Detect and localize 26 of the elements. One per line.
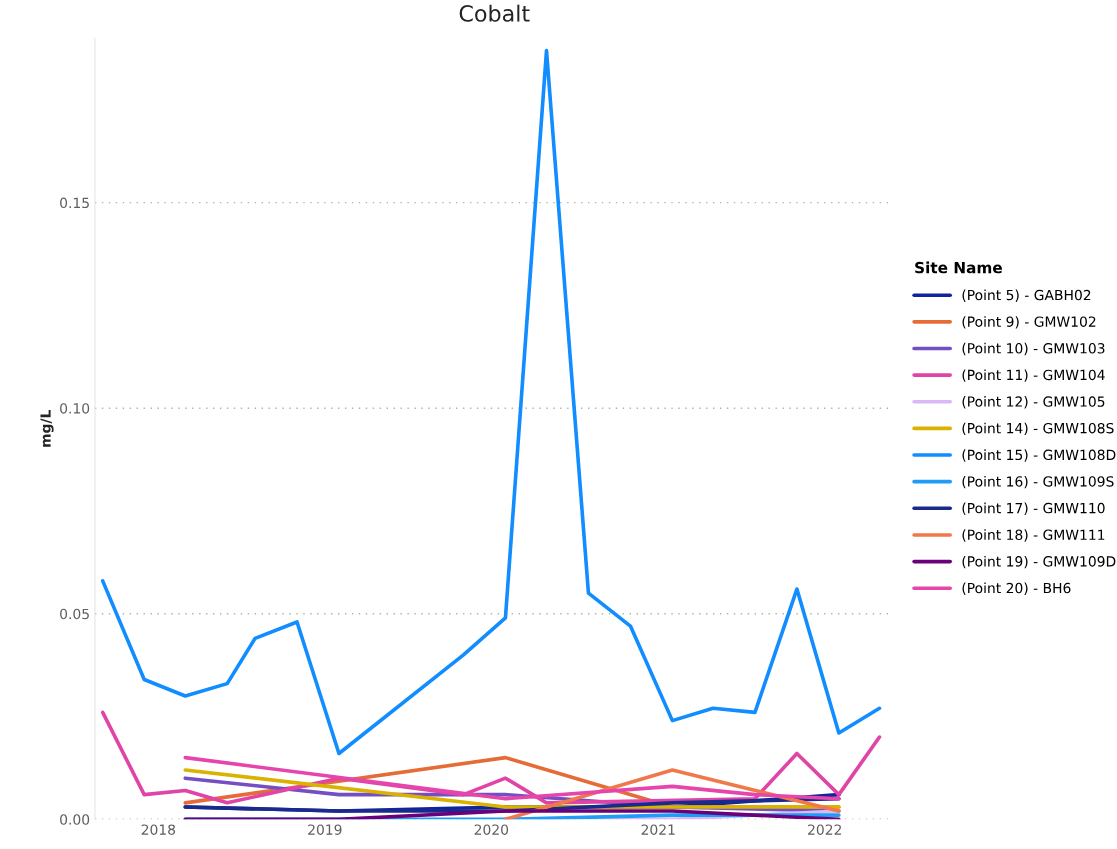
legend-label: (Point 14) - GMW108S <box>962 422 1114 436</box>
chart-title: Cobalt <box>459 4 530 22</box>
legend-title: Site Name <box>915 261 1002 274</box>
x-tick-label: 2021 <box>641 824 675 835</box>
legend-label: (Point 12) - GMW105 <box>962 396 1105 409</box>
legend-label: (Point 20) - BH6 <box>962 582 1071 595</box>
legend-label: (Point 5) - GABH02 <box>962 289 1091 302</box>
x-tick-label: 2020 <box>474 824 509 835</box>
legend-label: (Point 11) - GMW104 <box>962 369 1105 382</box>
x-tick-label: 2022 <box>808 824 842 835</box>
line-series <box>100 48 882 756</box>
legend-label: (Point 15) - GMW108D <box>962 449 1116 462</box>
legend-label: (Point 19) - GMW109D <box>962 555 1116 569</box>
y-tick-label: 0.15 <box>60 197 89 209</box>
y-tick-label: 0.05 <box>60 608 89 620</box>
legend-label: (Point 16) - GMW109S <box>962 475 1114 489</box>
y-axis-title: mg/L <box>40 409 54 447</box>
legend-label: (Point 9) - GMW102 <box>962 316 1096 329</box>
y-tick-label: 0.00 <box>60 814 90 825</box>
x-tick-label: 2018 <box>141 824 176 835</box>
line-series <box>100 710 882 805</box>
y-tick-label: 0.10 <box>60 403 90 414</box>
legend-label: (Point 17) - GMW110 <box>962 502 1105 515</box>
legend-label: (Point 10) - GMW103 <box>962 342 1105 356</box>
legend-label: (Point 18) - GMW111 <box>962 529 1105 542</box>
x-tick-label: 2019 <box>308 824 342 835</box>
